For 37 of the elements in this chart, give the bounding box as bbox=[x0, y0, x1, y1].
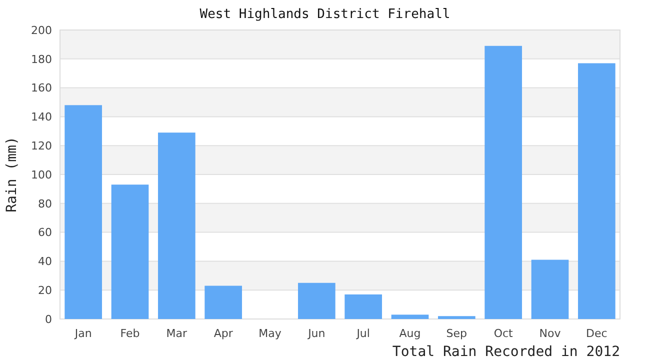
bar bbox=[111, 184, 149, 319]
x-tick-label: Apr bbox=[214, 327, 234, 340]
x-tick-label: Jun bbox=[307, 327, 326, 340]
x-tick-label: Dec bbox=[586, 327, 608, 340]
x-tick-label: Sep bbox=[446, 327, 468, 340]
x-axis-title: Total Rain Recorded in 2012 bbox=[392, 344, 620, 360]
y-tick-label: 140 bbox=[31, 110, 52, 124]
bar bbox=[204, 286, 242, 319]
y-tick-label: 160 bbox=[31, 82, 52, 95]
y-tick-label: 0 bbox=[45, 312, 52, 326]
x-tick-label: Aug bbox=[399, 327, 421, 340]
y-axis-title: Rain (mm) bbox=[4, 136, 20, 212]
bar bbox=[531, 260, 569, 319]
x-tick-label: Jul bbox=[356, 327, 370, 340]
y-tick-label: 120 bbox=[31, 139, 52, 152]
y-tick-label: 60 bbox=[38, 226, 52, 240]
y-tick-label: 80 bbox=[38, 197, 52, 210]
chart-title: West Highlands District Firehall bbox=[200, 7, 450, 22]
x-tick-label: Nov bbox=[539, 327, 562, 340]
bar bbox=[438, 316, 476, 319]
y-tick-label: 100 bbox=[31, 168, 52, 182]
bar bbox=[391, 314, 429, 319]
x-tick-label: May bbox=[258, 327, 282, 340]
bar bbox=[298, 282, 336, 319]
bar bbox=[578, 63, 616, 319]
x-tick-label: Feb bbox=[120, 327, 140, 340]
y-tick-label: 40 bbox=[38, 255, 52, 268]
y-tick-label: 180 bbox=[31, 52, 52, 66]
y-tick-label: 200 bbox=[31, 24, 52, 37]
bar bbox=[484, 46, 522, 319]
y-tick-label: 20 bbox=[38, 284, 52, 297]
bar bbox=[64, 105, 102, 319]
bar bbox=[344, 294, 382, 319]
x-tick-label: Mar bbox=[166, 327, 188, 340]
x-tick-label: Jan bbox=[74, 327, 92, 340]
bar bbox=[158, 132, 196, 319]
x-tick-label: Oct bbox=[494, 327, 514, 340]
